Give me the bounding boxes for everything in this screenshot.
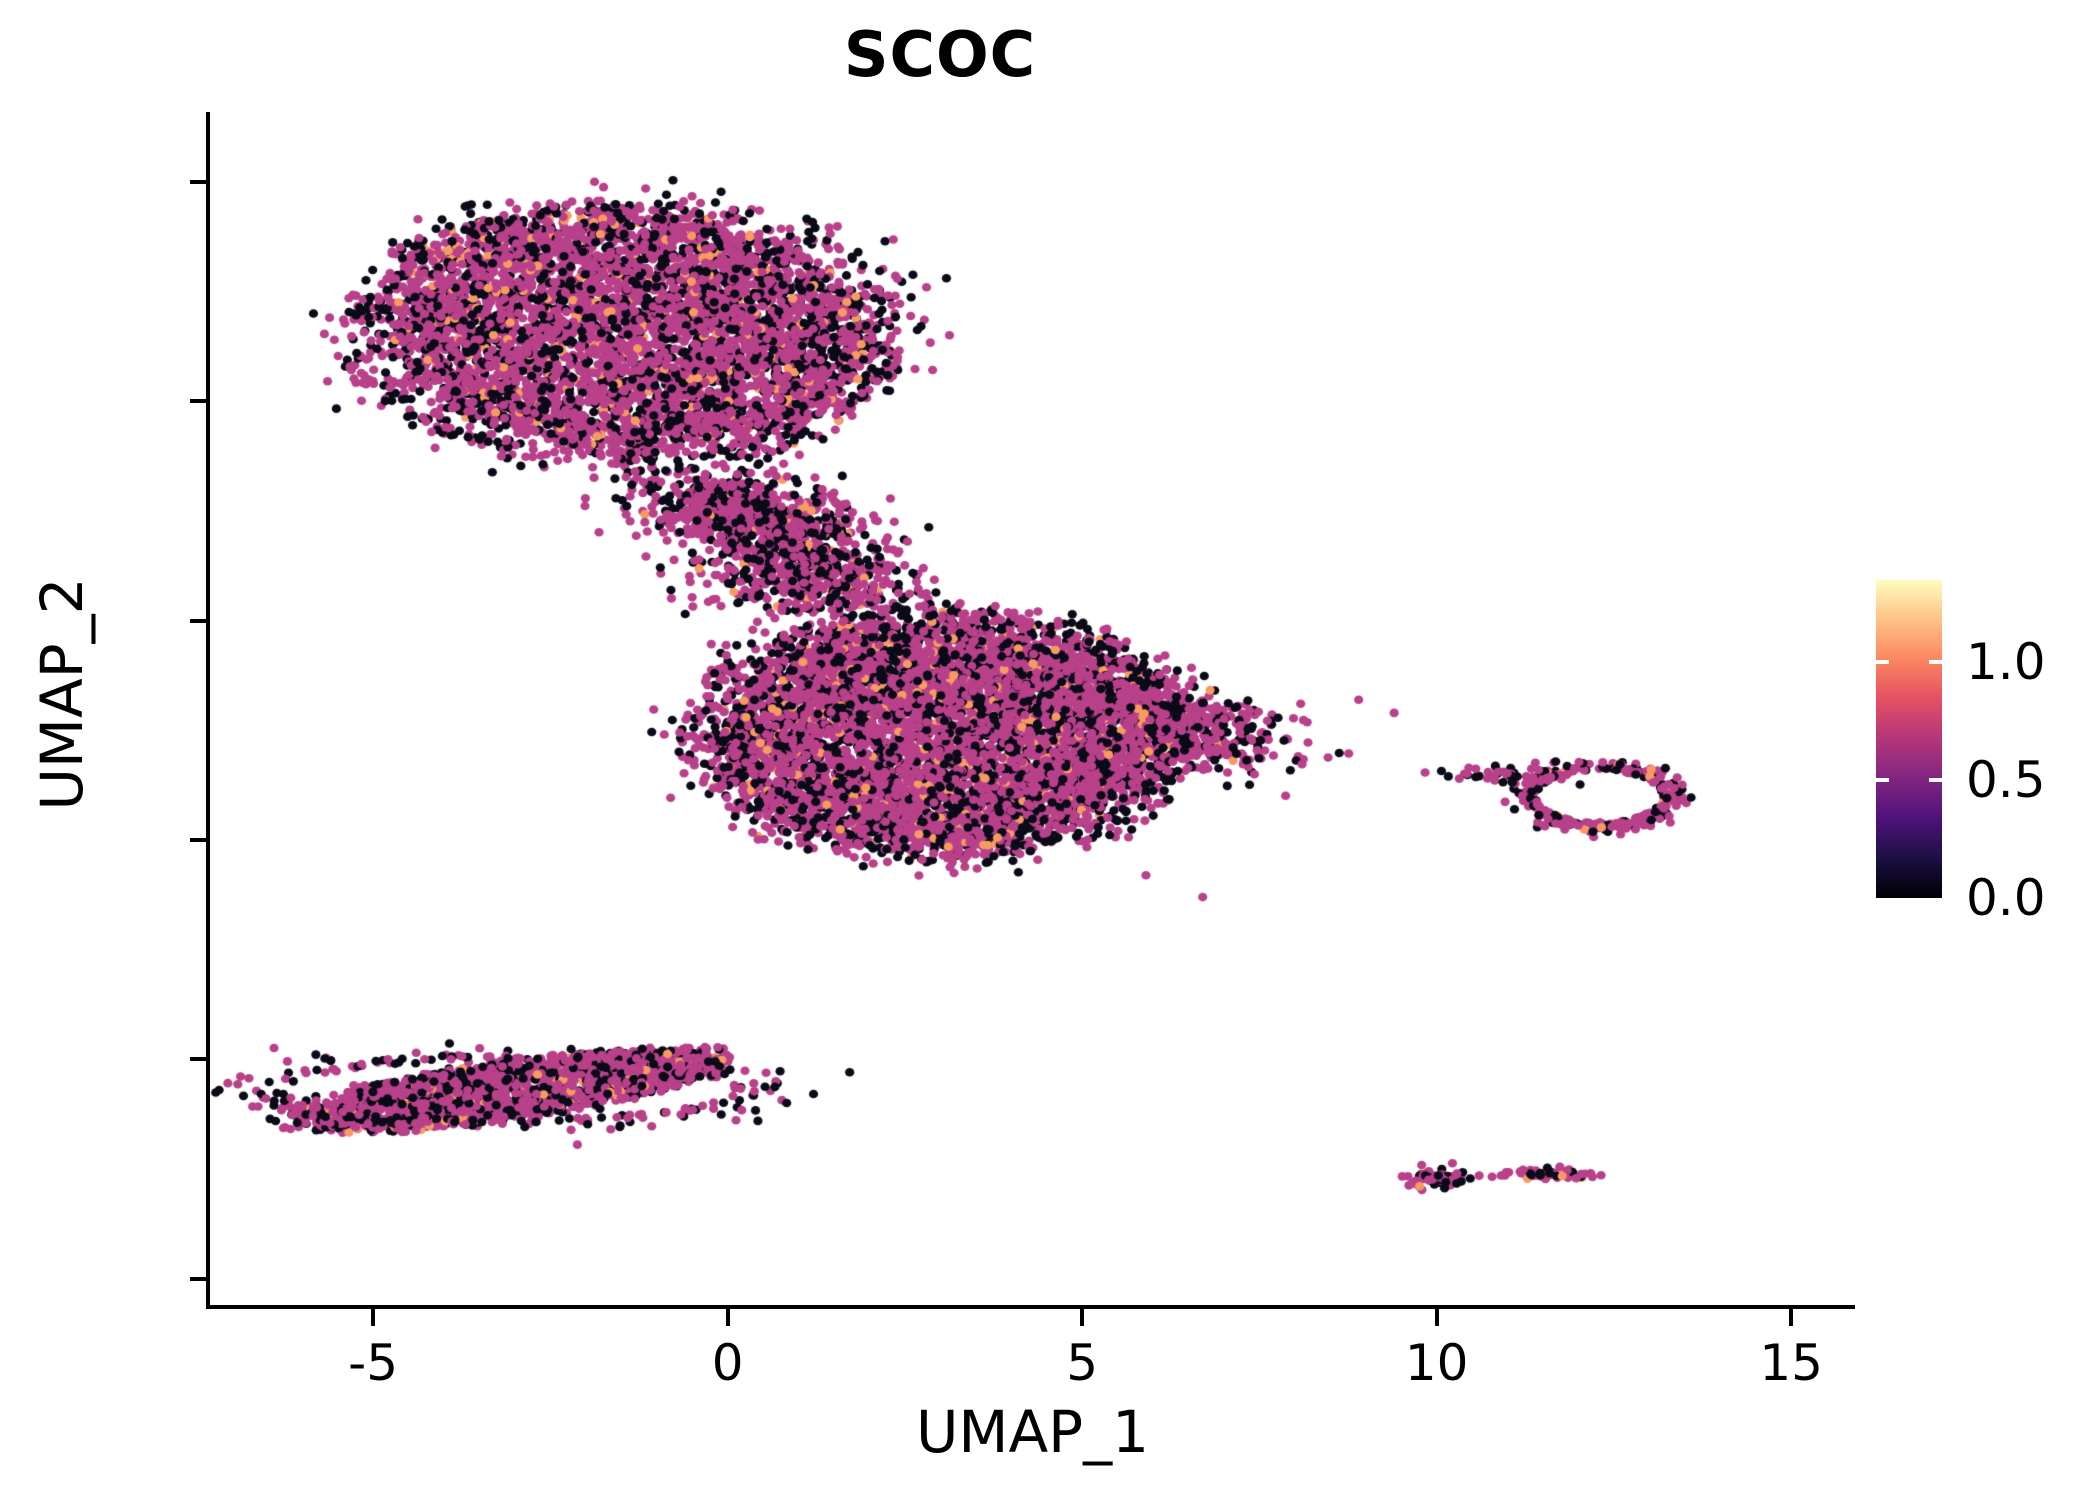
colorbar-tick-label: 1.0 xyxy=(1966,633,2046,692)
colorbar-tick-mark xyxy=(1876,660,1889,665)
colorbar-tick-mark xyxy=(1929,660,1942,665)
colorbar-tick-label: 0.0 xyxy=(1966,869,2046,927)
y-axis-spine xyxy=(206,112,210,1309)
x-axis-label: UMAP_1 xyxy=(915,1398,1150,1466)
y-tick-mark xyxy=(190,399,207,404)
x-tick-mark xyxy=(1789,1309,1794,1326)
y-tick-mark xyxy=(190,618,207,623)
x-tick-label: 10 xyxy=(1404,1334,1469,1392)
x-tick-mark xyxy=(1080,1309,1085,1326)
y-tick-mark xyxy=(190,838,207,843)
y-axis-label: UMAP_2 xyxy=(28,577,96,811)
x-tick-mark xyxy=(371,1309,376,1326)
x-axis-spine xyxy=(206,1305,1855,1309)
x-tick-label: -5 xyxy=(348,1334,399,1392)
page-title: SCOC xyxy=(843,18,1037,91)
x-tick-mark xyxy=(725,1309,730,1326)
scatter-canvas xyxy=(210,112,1855,1305)
x-tick-label: 0 xyxy=(711,1334,744,1392)
y-tick-mark xyxy=(190,1057,207,1062)
colorbar: 1.0 0.5 0.0 xyxy=(1876,580,2076,927)
colorbar-gradient xyxy=(1876,580,1942,898)
x-tick-label: 5 xyxy=(1066,1334,1099,1392)
colorbar-tick-label: 0.5 xyxy=(1966,751,2046,810)
x-tick-label: 15 xyxy=(1759,1334,1823,1392)
y-tick-mark xyxy=(190,1276,207,1281)
x-tick-mark xyxy=(1434,1309,1439,1326)
y-tick-mark xyxy=(190,180,207,185)
colorbar-tick-mark xyxy=(1876,778,1889,783)
colorbar-tick-mark xyxy=(1929,778,1942,783)
